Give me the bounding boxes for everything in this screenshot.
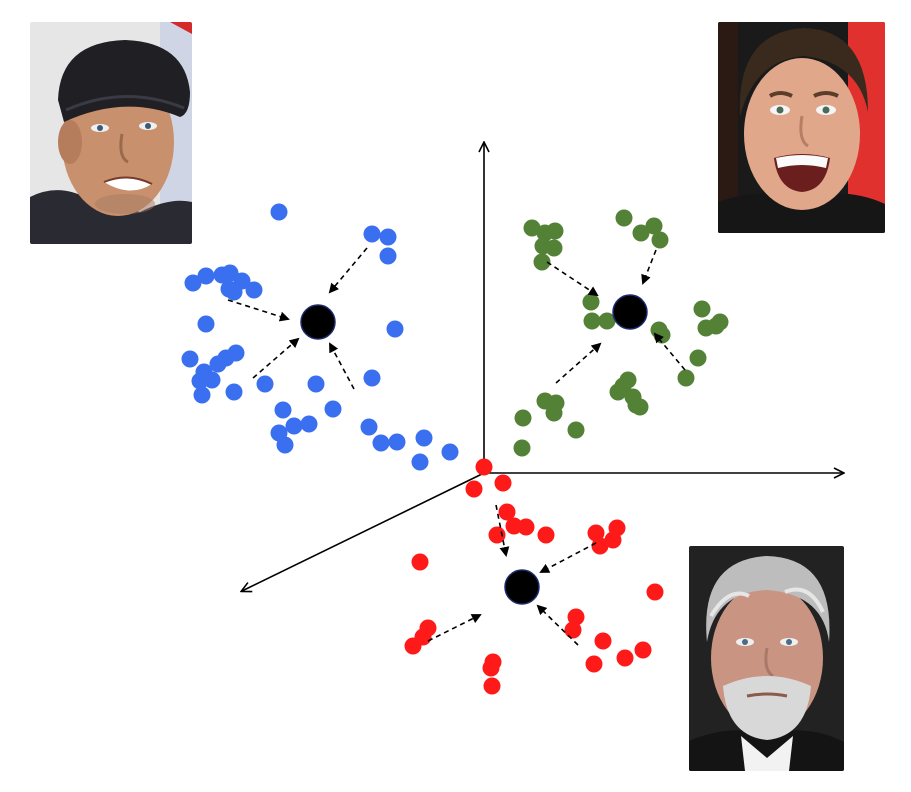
cluster-2-point-5 bbox=[545, 239, 563, 257]
cluster-1-point-15 bbox=[181, 350, 199, 368]
cluster-1-point-5 bbox=[184, 274, 202, 292]
cluster-1-point-21 bbox=[203, 371, 221, 389]
cluster-1-point-37 bbox=[441, 443, 459, 461]
cluster-1-point-36 bbox=[415, 429, 433, 447]
cluster-3-point-14 bbox=[646, 583, 664, 601]
cluster-3-point-11 bbox=[604, 531, 622, 549]
cluster-1-point-8 bbox=[221, 264, 239, 282]
cluster-3-point-23 bbox=[585, 655, 603, 673]
cluster-3-point-12 bbox=[591, 537, 609, 555]
cluster-3-arrow-2 bbox=[539, 542, 597, 573]
cluster-2-point-19 bbox=[711, 313, 729, 331]
cluster-3-point-3 bbox=[465, 480, 483, 498]
cluster-1-point-24 bbox=[256, 375, 274, 393]
cluster-1-point-34 bbox=[372, 434, 390, 452]
cluster-2-point-12 bbox=[583, 312, 601, 330]
cluster-3-point-7 bbox=[537, 526, 555, 544]
cluster-1-arrow-4 bbox=[329, 342, 355, 390]
cluster-2-point-31 bbox=[545, 404, 563, 422]
cluster-3-point-4 bbox=[498, 503, 516, 521]
cluster-2-point-24 bbox=[609, 383, 627, 401]
cluster-2-arrow-1 bbox=[546, 261, 599, 297]
portrait-top-right bbox=[718, 22, 885, 233]
cluster-1-point-28 bbox=[324, 400, 342, 418]
cluster-3-centroid bbox=[504, 569, 540, 605]
cluster-1-arrow-2 bbox=[227, 299, 290, 322]
cluster-2-point-21 bbox=[677, 369, 695, 387]
cluster-2-point-20 bbox=[689, 349, 707, 367]
cluster-1-point-11 bbox=[225, 283, 243, 301]
cluster-3-point-22 bbox=[616, 649, 634, 667]
cluster-3-point-26 bbox=[483, 677, 501, 695]
cluster-2-arrow-4 bbox=[653, 332, 686, 371]
cluster-1-point-30 bbox=[285, 417, 303, 435]
cluster-2-point-1 bbox=[523, 219, 541, 237]
centroid-arrows bbox=[227, 247, 686, 646]
axes bbox=[242, 143, 843, 591]
cluster-1-point-33 bbox=[360, 418, 378, 436]
cluster-points bbox=[181, 203, 729, 695]
cluster-3-point-9 bbox=[587, 524, 605, 542]
cluster-2-point-6 bbox=[533, 253, 551, 271]
cluster-1-arrow-3 bbox=[252, 337, 300, 379]
cluster-3-point-21 bbox=[634, 641, 652, 659]
cluster-1-point-12 bbox=[245, 281, 263, 299]
cluster-3-point-20 bbox=[594, 632, 612, 650]
cluster-3-point-2 bbox=[494, 474, 512, 492]
cluster-1-point-35 bbox=[388, 433, 406, 451]
cluster-1-point-6 bbox=[197, 267, 215, 285]
cluster-1-point-23 bbox=[225, 383, 243, 401]
cluster-3-point-8 bbox=[488, 526, 506, 544]
cluster-3-arrow-3 bbox=[427, 614, 482, 642]
portrait-top-left bbox=[30, 22, 192, 244]
cluster-3-point-19 bbox=[564, 621, 582, 639]
cluster-1-point-4 bbox=[379, 247, 397, 265]
cluster-2-centroid bbox=[612, 294, 648, 330]
cluster-2-point-27 bbox=[631, 398, 649, 416]
cluster-2-point-11 bbox=[582, 293, 600, 311]
cluster-1-point-27 bbox=[274, 401, 292, 419]
cluster-1-point-25 bbox=[307, 375, 325, 393]
cluster-3-point-25 bbox=[482, 659, 500, 677]
cluster-2-arrow-3 bbox=[555, 342, 602, 384]
cluster-1-point-32 bbox=[276, 436, 294, 454]
axis-diagonal bbox=[242, 472, 485, 591]
cluster-1-arrow-1 bbox=[328, 247, 368, 294]
cluster-1-point-31 bbox=[300, 415, 318, 433]
cluster-2-point-33 bbox=[513, 439, 531, 457]
cluster-centroids bbox=[300, 294, 648, 605]
cluster-3-point-1 bbox=[475, 458, 493, 476]
cluster-1-point-3 bbox=[379, 228, 397, 246]
cluster-3-point-17 bbox=[404, 637, 422, 655]
cluster-2-point-8 bbox=[632, 224, 650, 242]
cluster-1-point-14 bbox=[386, 320, 404, 338]
cluster-2-point-16 bbox=[693, 300, 711, 318]
cluster-2-point-3 bbox=[546, 222, 564, 240]
cluster-2-point-13 bbox=[598, 312, 616, 330]
cluster-1-point-26 bbox=[363, 369, 381, 387]
cluster-2-point-10 bbox=[651, 231, 669, 249]
cluster-1-point-13 bbox=[197, 315, 215, 333]
cluster-3-point-6 bbox=[517, 518, 535, 536]
cluster-1-point-1 bbox=[270, 203, 288, 221]
cluster-1-point-38 bbox=[411, 453, 429, 471]
cluster-1-point-2 bbox=[363, 225, 381, 243]
cluster-3-point-18 bbox=[567, 608, 585, 626]
cluster-1-centroid bbox=[300, 304, 336, 340]
cluster-3-point-13 bbox=[411, 553, 429, 571]
cluster-2-point-9 bbox=[645, 217, 663, 235]
cluster-2-arrow-2 bbox=[641, 249, 657, 285]
cluster-2-point-7 bbox=[615, 209, 633, 227]
cluster-2-point-32 bbox=[567, 421, 585, 439]
cluster-2-point-28 bbox=[514, 409, 532, 427]
cluster-1-point-22 bbox=[193, 386, 211, 404]
cluster-3-arrow-4 bbox=[536, 604, 579, 646]
cluster-1-point-19 bbox=[227, 344, 245, 362]
portrait-bottom-right bbox=[689, 546, 844, 771]
